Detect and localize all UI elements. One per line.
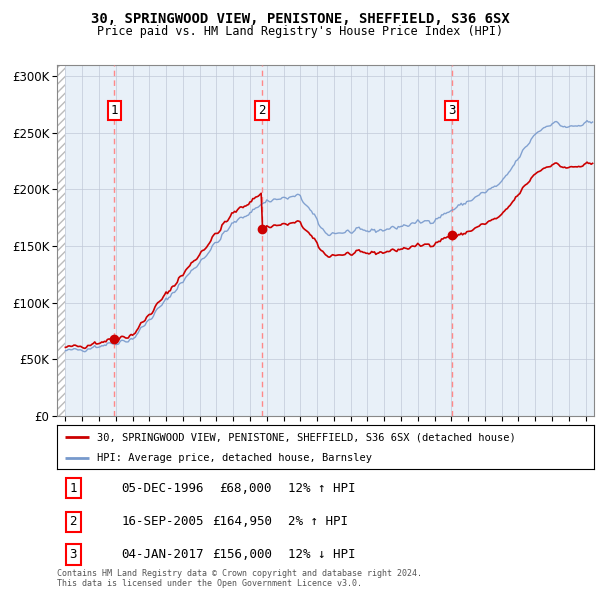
Text: 05-DEC-1996: 05-DEC-1996 — [121, 481, 204, 494]
Text: 12% ↓ HPI: 12% ↓ HPI — [288, 548, 355, 561]
Text: 12% ↑ HPI: 12% ↑ HPI — [288, 481, 355, 494]
Text: 3: 3 — [70, 548, 77, 561]
Text: 04-JAN-2017: 04-JAN-2017 — [121, 548, 204, 561]
Text: £156,000: £156,000 — [212, 548, 272, 561]
Text: 16-SEP-2005: 16-SEP-2005 — [121, 516, 204, 529]
Text: 3: 3 — [448, 104, 455, 117]
Text: Contains HM Land Registry data © Crown copyright and database right 2024.
This d: Contains HM Land Registry data © Crown c… — [57, 569, 422, 588]
Text: £68,000: £68,000 — [220, 481, 272, 494]
Text: £164,950: £164,950 — [212, 516, 272, 529]
Text: 2: 2 — [70, 516, 77, 529]
Text: 30, SPRINGWOOD VIEW, PENISTONE, SHEFFIELD, S36 6SX: 30, SPRINGWOOD VIEW, PENISTONE, SHEFFIEL… — [91, 12, 509, 26]
Text: 2: 2 — [258, 104, 266, 117]
Bar — [57, 65, 65, 416]
Text: 1: 1 — [110, 104, 118, 117]
Text: 30, SPRINGWOOD VIEW, PENISTONE, SHEFFIELD, S36 6SX (detached house): 30, SPRINGWOOD VIEW, PENISTONE, SHEFFIEL… — [97, 432, 516, 442]
Text: HPI: Average price, detached house, Barnsley: HPI: Average price, detached house, Barn… — [97, 453, 372, 463]
Text: 2% ↑ HPI: 2% ↑ HPI — [288, 516, 348, 529]
Text: Price paid vs. HM Land Registry's House Price Index (HPI): Price paid vs. HM Land Registry's House … — [97, 25, 503, 38]
Text: 1: 1 — [70, 481, 77, 494]
